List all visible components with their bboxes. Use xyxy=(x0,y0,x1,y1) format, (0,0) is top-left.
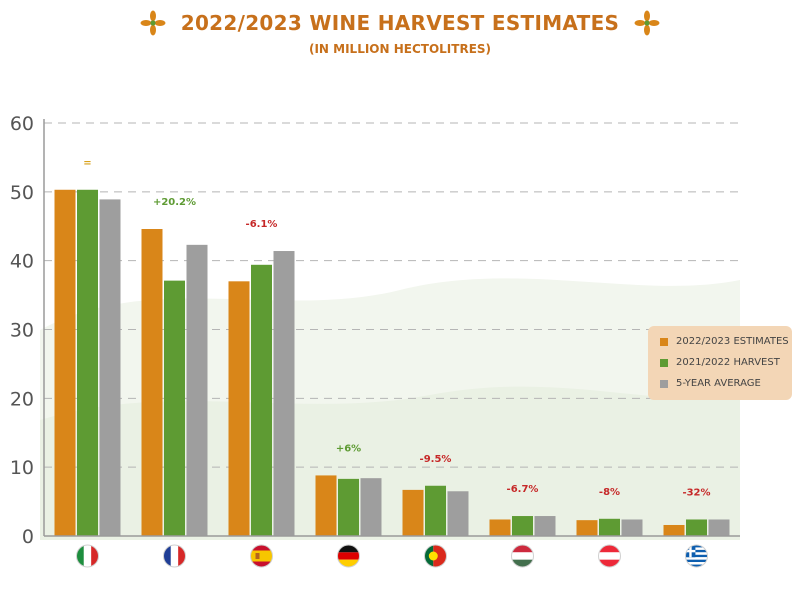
bar xyxy=(512,516,533,536)
austria-flag xyxy=(598,544,621,568)
title-block: 2022/2023 WINE HARVEST ESTIMATES (IN MIL… xyxy=(0,10,800,56)
bar xyxy=(708,519,730,536)
legend-item: 2022/2023 ESTIMATES xyxy=(660,336,789,347)
change-annotation: +20.2% xyxy=(153,197,196,208)
bar xyxy=(338,478,359,536)
legend-swatch xyxy=(660,379,668,388)
bar xyxy=(99,199,121,536)
flag-outline xyxy=(511,544,534,568)
legend-label: 2021/2022 HARVEST xyxy=(676,357,780,368)
legend-swatch xyxy=(660,358,668,367)
y-tick-label: 50 xyxy=(10,182,34,204)
change-annotation: -6.1% xyxy=(246,219,278,230)
bar xyxy=(576,520,598,536)
legend-item: 5-YEAR AVERAGE xyxy=(660,378,761,389)
change-annotation: = xyxy=(83,158,91,169)
bar xyxy=(315,475,337,536)
bar xyxy=(360,478,382,536)
germany-flag xyxy=(337,544,360,568)
y-tick-label: 10 xyxy=(10,457,34,479)
hungary-flag xyxy=(511,544,534,568)
bar xyxy=(402,489,424,536)
bar xyxy=(686,519,707,536)
bar xyxy=(77,189,98,537)
chart-title: 2022/2023 WINE HARVEST ESTIMATES xyxy=(180,11,620,35)
y-tick-label: 60 xyxy=(10,113,34,135)
leaf-ornament-icon xyxy=(634,10,660,36)
portugal-flag xyxy=(424,544,447,568)
flag-outline xyxy=(76,544,99,568)
bar xyxy=(251,264,272,536)
bar xyxy=(228,281,250,536)
flag-outline xyxy=(424,544,447,568)
legend-label: 5-YEAR AVERAGE xyxy=(676,378,761,389)
bar xyxy=(186,244,208,536)
flag-outline xyxy=(598,544,621,568)
change-annotation: -9.5% xyxy=(420,454,452,465)
italy-flag xyxy=(76,544,99,568)
change-annotation: -8% xyxy=(599,487,620,498)
y-tick-label: 30 xyxy=(10,320,34,342)
leaf-ornament-icon xyxy=(140,10,166,36)
flag-outline xyxy=(337,544,360,568)
change-annotation: +6% xyxy=(336,443,361,454)
bar xyxy=(534,516,556,536)
legend-label: 2022/2023 ESTIMATES xyxy=(676,336,789,347)
bar xyxy=(54,189,76,537)
greece-flag xyxy=(685,544,708,568)
y-tick-label: 40 xyxy=(10,251,34,273)
bar xyxy=(489,519,511,536)
bar xyxy=(273,251,295,536)
france-flag xyxy=(163,544,186,568)
legend: 2022/2023 ESTIMATES 2021/2022 HARVEST 5-YE… xyxy=(648,326,792,400)
bar xyxy=(164,280,185,536)
bar xyxy=(141,229,163,536)
bar xyxy=(621,519,643,536)
change-annotation: -6.7% xyxy=(507,484,539,495)
change-annotation: -32% xyxy=(682,487,710,498)
bar xyxy=(447,491,469,536)
flag-outline xyxy=(685,544,708,568)
legend-swatch xyxy=(660,337,668,346)
y-tick-label: 0 xyxy=(22,526,34,548)
flag-outline xyxy=(163,544,186,568)
bar xyxy=(599,518,620,536)
spain-flag xyxy=(250,544,273,568)
y-tick-label: 20 xyxy=(10,388,34,410)
bar xyxy=(425,485,446,536)
legend-item: 2021/2022 HARVEST xyxy=(660,357,780,368)
background-hills xyxy=(40,278,740,540)
chart-subtitle: (IN MILLION HECTOLITRES) xyxy=(308,42,492,56)
bar xyxy=(663,524,685,536)
flag-outline xyxy=(250,544,273,568)
